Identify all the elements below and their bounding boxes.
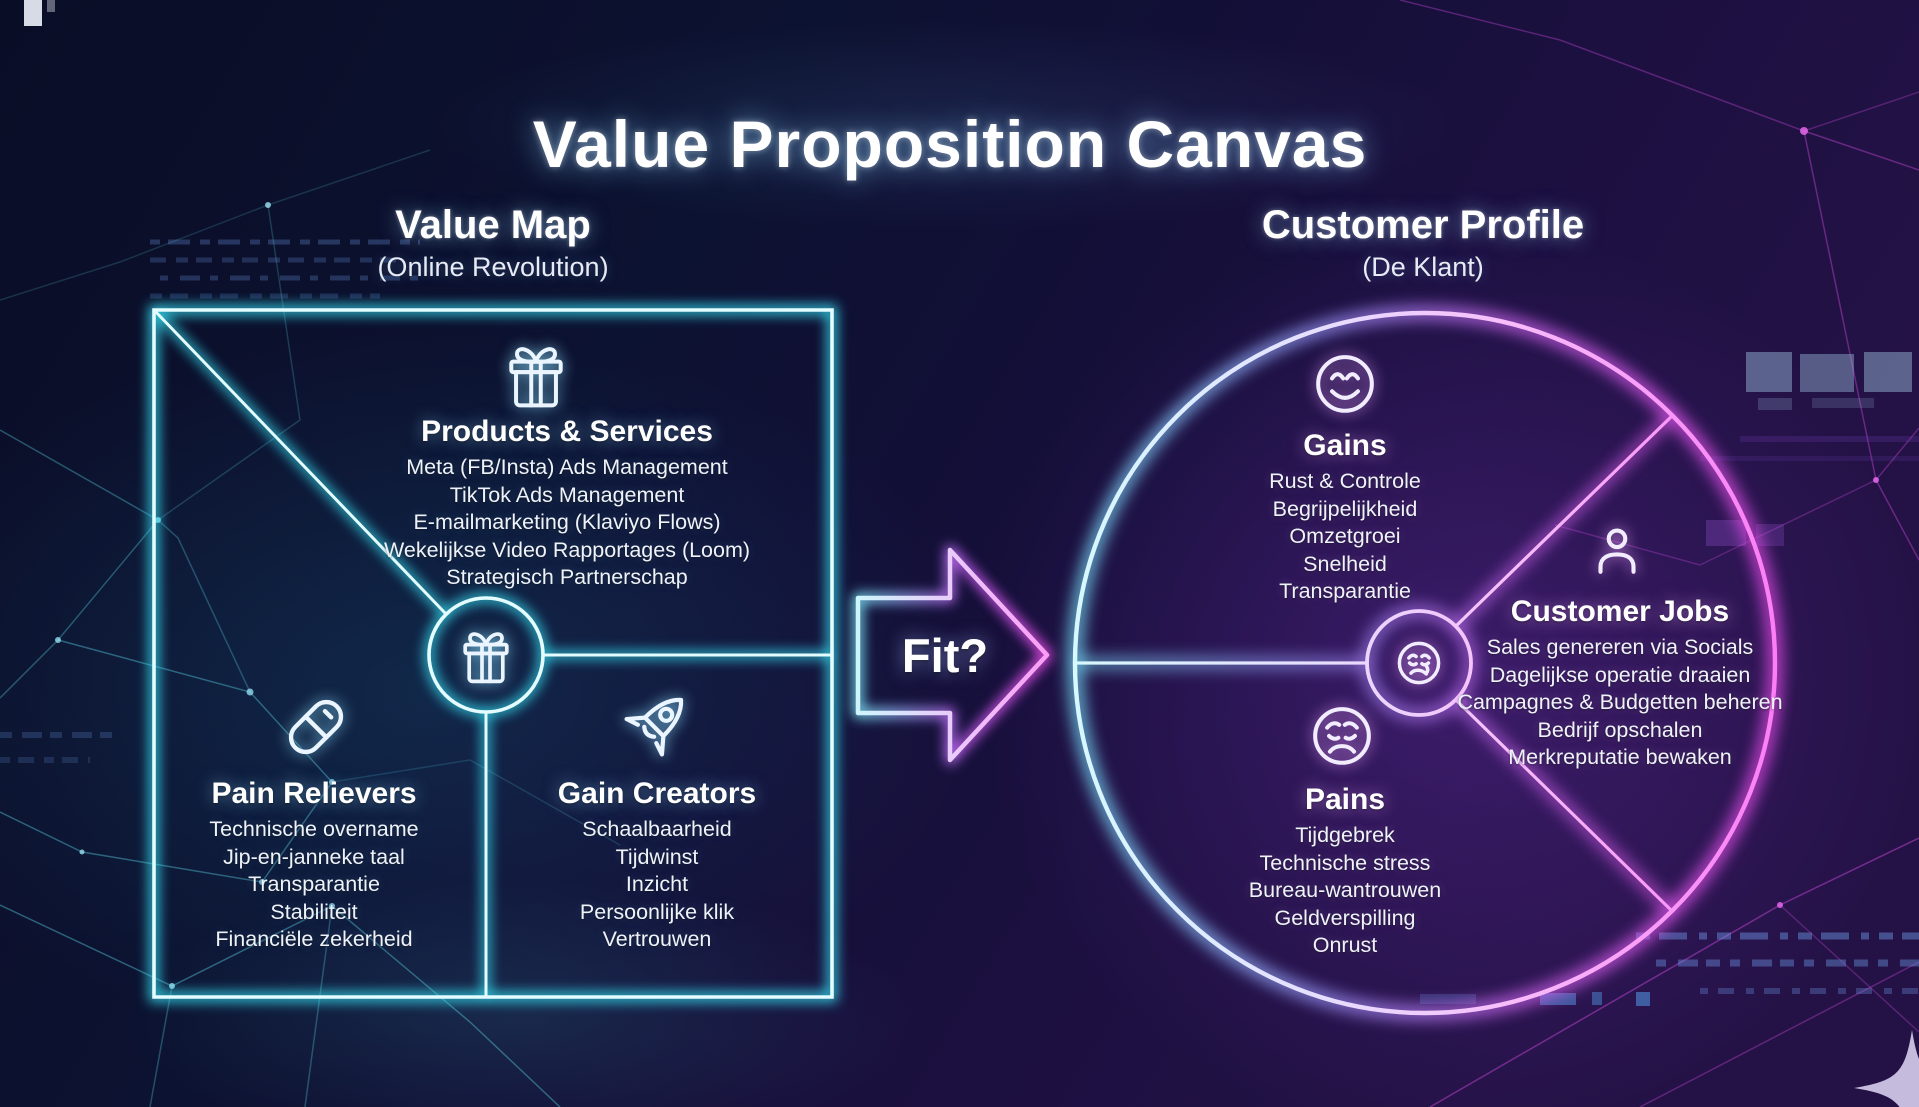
list-item: TikTok Ads Management [449,482,685,507]
list-item: Bureau-wantrouwen [1248,878,1442,902]
section-pains: Pains Tijdgebrek Technische stress Bureau-… [1249,782,1441,960]
value-map-header: Value Map (Online Revolution) [377,203,608,283]
gains-heading: Gains [1303,429,1387,462]
list-item: Inzicht [625,872,689,896]
value-map-outline [152,308,834,999]
list-item: Dagelijkse operatie draaien [1489,662,1751,687]
pill-icon [277,688,355,766]
list-item: Merkreputatie bewaken [1508,745,1732,769]
list-item: Financiële zekerheid [215,927,413,951]
gift-hub-icon [454,623,518,687]
list-item: Vertrouwen [602,927,712,951]
products-services-list: Meta (FB/Insta) Ads Management TikTok Ads… [384,454,750,592]
list-item: Wekelijkse Video Rapportages (Loom) [383,537,751,562]
rocket-icon [617,684,697,764]
customer-profile-lower-divider [1454,698,1674,913]
gain-creators-heading: Gain Creators [557,777,757,810]
list-item: Begrijpelijkheid [1272,496,1418,521]
list-item: Rust & Controle [1269,469,1421,493]
network-nodes-right [1777,127,1879,908]
section-gains: Gains Rust & Controle Begrijpelijkheid Omz… [1269,428,1421,606]
list-item: Campagnes & Budgetten beheren [1457,690,1783,714]
section-pain-relievers: Pain Relievers Technische overname Jip-en… [209,776,418,954]
customer-jobs-list: Sales genereren via Socials Dagelijkse op… [1457,634,1782,772]
list-item: Tijdgebrek [1295,823,1395,847]
list-item: Snelheid [1303,551,1387,576]
gain-creators-list: Schaalbaarheid Tijdwinst Inzicht Persoonlij… [558,816,756,954]
list-item: Schaalbaarheid [582,817,732,841]
list-item: Omzetgroei [1289,524,1401,548]
list-item: Technische stress [1259,850,1431,875]
list-item: Strategisch Partnerschap [446,565,688,589]
section-products-services: Products & Services Meta (FB/Insta) Ads … [384,414,750,592]
sad-face-icon [1305,698,1379,772]
list-item: Bedrijf opschalen [1537,717,1703,742]
products-services-heading: Products & Services [421,415,713,448]
value-map-subtitle: (Online Revolution) [377,252,609,282]
customer-profile-upper-divider [1454,414,1674,628]
list-item: Jip-en-janneke taal [223,844,405,869]
page-title: Value Proposition Canvas [532,107,1368,182]
pains-heading: Pains [1304,783,1386,816]
list-item: Geldverspilling [1274,905,1416,930]
gift-icon [498,336,574,412]
customer-profile-hub-circle [1365,609,1473,717]
section-customer-jobs: Customer Jobs Sales genereren via Social… [1457,594,1782,772]
section-gain-creators: Gain Creators Schaalbaarheid Tijdwinst Inz… [558,776,756,954]
customer-profile-subtitle: (De Klant) [1362,252,1484,282]
list-item: Sales genereren via Socials [1486,635,1754,659]
list-item: Onrust [1312,933,1378,957]
list-item: E-mailmarketing (Klaviyo Flows) [413,510,721,534]
value-map-square [152,308,834,999]
list-item: Technische overname [209,817,419,841]
pains-list: Tijdgebrek Technische stress Bureau-wantro… [1249,822,1441,960]
fit-arrow [855,547,1050,763]
gains-list: Rust & Controle Begrijpelijkheid Omzetgroe… [1269,468,1421,606]
sparkle-icon [1854,1030,1919,1107]
value-map-title: Value Map [395,203,591,247]
value-map-diagonal-divider [152,308,448,616]
weary-face-icon [1390,634,1448,692]
customer-profile-header: Customer Profile (De Klant) [1262,203,1584,283]
customer-jobs-heading: Customer Jobs [1510,595,1730,628]
list-item: Transparantie [248,872,380,896]
pain-relievers-list: Technische overname Jip-en-janneke taal Tr… [209,816,418,954]
person-icon [1584,519,1650,585]
value-map-hub-circle [427,596,545,714]
customer-profile-title: Customer Profile [1261,203,1585,247]
data-rows [0,239,1919,994]
list-item: Tijdwinst [615,844,699,869]
list-item: Transparantie [1279,579,1411,603]
list-item: Persoonlijke klik [579,899,735,924]
happy-face-icon [1308,346,1382,420]
fit-label: Fit? [901,629,989,682]
pain-relievers-heading: Pain Relievers [211,777,417,810]
glitch-blocks [24,0,1919,1006]
list-item: Meta (FB/Insta) Ads Management [406,455,728,479]
customer-profile-circle [1072,310,1778,1016]
list-item: Stabiliteit [270,899,358,924]
